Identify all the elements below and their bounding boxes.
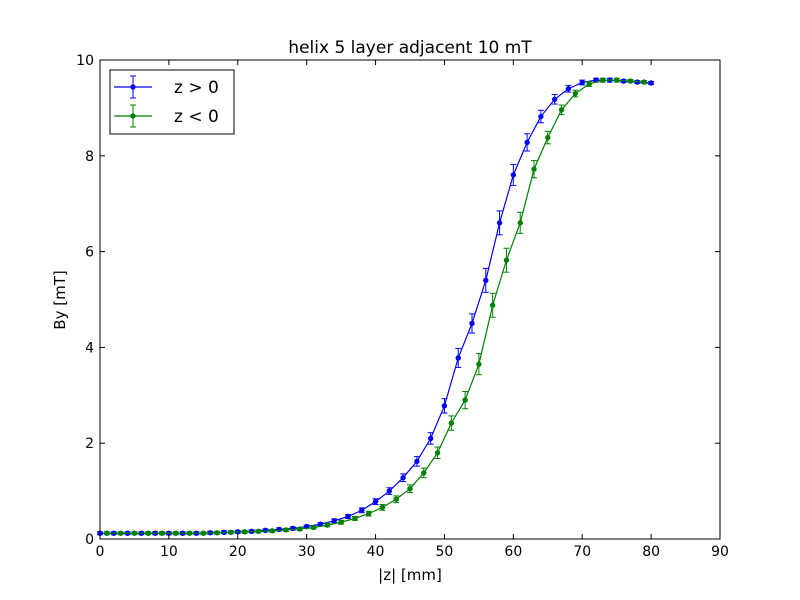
data-point — [558, 107, 565, 113]
data-point — [427, 435, 434, 442]
data-point — [538, 113, 544, 120]
legend-box — [109, 69, 235, 135]
legend-marker — [130, 84, 136, 90]
legend: z > 0 z < 0 — [109, 69, 235, 135]
data-point — [104, 530, 110, 536]
data-point — [545, 134, 551, 141]
data-point — [338, 519, 344, 525]
data-point — [510, 172, 517, 178]
data-point — [386, 488, 393, 494]
chart-title: helix 5 layer adjacent 10 mT — [288, 38, 532, 58]
data-point — [476, 361, 482, 367]
y-tick-label: 2 — [85, 436, 94, 452]
data-point — [551, 96, 558, 102]
data-point — [648, 80, 654, 86]
series-layer — [97, 77, 655, 536]
y-tick-label: 6 — [85, 245, 94, 261]
data-point — [455, 355, 461, 361]
data-point — [324, 522, 331, 528]
y-tick-label: 8 — [85, 149, 94, 165]
data-point — [483, 277, 489, 284]
data-point — [627, 78, 634, 84]
x-tick-label: 60 — [504, 544, 522, 560]
data-point — [379, 504, 386, 511]
data-point — [400, 474, 406, 481]
legend-label: z > 0 — [174, 78, 219, 98]
data-point — [159, 530, 165, 536]
data-point — [489, 302, 496, 308]
data-point — [310, 524, 317, 531]
data-point — [372, 498, 379, 505]
y-tick-label: 0 — [85, 532, 94, 548]
legend-label: z < 0 — [174, 107, 219, 127]
data-point — [441, 403, 448, 409]
data-point — [462, 397, 468, 403]
data-point — [331, 518, 337, 524]
x-tick-label: 30 — [298, 544, 316, 560]
data-point — [503, 257, 510, 263]
data-point — [393, 496, 399, 502]
data-point — [565, 86, 572, 92]
data-point — [117, 530, 124, 536]
legend-entry: z > 0 — [114, 75, 219, 99]
data-point — [255, 528, 262, 535]
legend-entry: z < 0 — [114, 104, 219, 128]
x-tick-label: 80 — [642, 544, 660, 560]
x-axis-label: |z| [mm] — [378, 566, 442, 584]
data-point — [586, 81, 592, 87]
data-point — [613, 77, 620, 83]
data-point — [414, 458, 420, 465]
data-point — [186, 530, 193, 536]
data-point — [448, 420, 455, 426]
data-point — [262, 527, 269, 534]
data-point — [228, 529, 234, 535]
data-point — [352, 515, 358, 522]
data-point — [145, 530, 151, 536]
data-point — [579, 79, 585, 86]
series-line — [106, 79, 645, 534]
data-point — [297, 526, 303, 532]
data-point — [359, 507, 365, 513]
data-point — [214, 530, 220, 536]
y-tick-label: 10 — [76, 53, 94, 69]
y-axis-label: By [mT] — [51, 270, 69, 329]
data-point — [517, 220, 523, 226]
data-point — [200, 530, 207, 536]
data-point — [434, 450, 441, 456]
data-point — [641, 79, 647, 85]
data-point — [496, 220, 503, 226]
x-tick-label: 90 — [711, 544, 729, 560]
series-2 — [103, 77, 648, 536]
data-point — [524, 139, 530, 146]
legend-items: z > 0 z < 0 — [114, 75, 219, 128]
data-point — [269, 528, 275, 534]
data-point — [131, 530, 138, 536]
data-point — [241, 529, 248, 535]
data-point — [407, 486, 413, 492]
axis-ticks: 0 10 20 30 40 50 60 70 80 90 0 2 4 6 8 10 — [76, 53, 729, 560]
legend-marker — [130, 113, 136, 119]
x-tick-label: 50 — [436, 544, 454, 560]
data-point — [283, 527, 289, 533]
data-point — [600, 77, 606, 83]
plot-frame — [99, 59, 721, 540]
x-tick-label: 40 — [367, 544, 385, 560]
y-tick-label: 4 — [85, 340, 94, 356]
data-point — [365, 510, 372, 517]
x-tick-label: 20 — [229, 544, 247, 560]
data-point — [531, 166, 537, 172]
data-point — [572, 90, 579, 97]
x-tick-label: 10 — [160, 544, 178, 560]
x-tick-label: 0 — [96, 544, 105, 560]
x-tick-label: 70 — [573, 544, 591, 560]
data-point — [469, 320, 475, 327]
data-point — [421, 470, 427, 476]
data-point — [345, 513, 351, 520]
data-point — [173, 530, 179, 536]
